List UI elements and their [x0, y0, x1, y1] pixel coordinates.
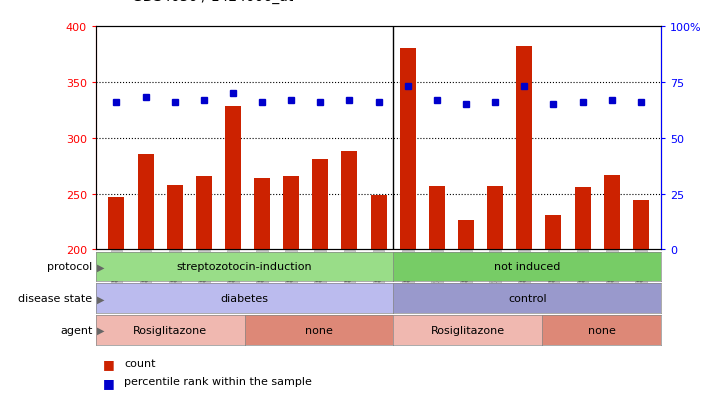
Text: GDS4036 / 1424006_at: GDS4036 / 1424006_at: [132, 0, 293, 4]
Text: count: count: [124, 358, 156, 368]
Text: ▶: ▶: [97, 262, 105, 272]
Bar: [545, 215, 562, 250]
Text: control: control: [508, 294, 547, 304]
Bar: [429, 186, 445, 250]
Text: agent: agent: [60, 325, 92, 335]
Bar: [400, 49, 416, 250]
Bar: [225, 107, 241, 250]
Bar: [341, 152, 358, 250]
Bar: [108, 197, 124, 250]
Text: Rosiglitazone: Rosiglitazone: [133, 325, 208, 335]
Text: streptozotocin-induction: streptozotocin-induction: [177, 262, 313, 272]
Bar: [254, 178, 270, 250]
Text: protocol: protocol: [47, 262, 92, 272]
Text: none: none: [588, 325, 616, 335]
Bar: [196, 176, 212, 250]
Bar: [633, 201, 649, 250]
Text: ■: ■: [103, 358, 115, 370]
Bar: [458, 221, 474, 250]
Bar: [370, 195, 387, 250]
Text: percentile rank within the sample: percentile rank within the sample: [124, 376, 312, 386]
Text: ■: ■: [103, 376, 115, 389]
Text: ▶: ▶: [97, 325, 105, 335]
Text: diabetes: diabetes: [220, 294, 269, 304]
Text: none: none: [305, 325, 333, 335]
Bar: [137, 155, 154, 250]
Bar: [516, 47, 533, 250]
Bar: [166, 185, 183, 250]
Bar: [574, 188, 591, 250]
Bar: [312, 159, 328, 250]
Bar: [487, 186, 503, 250]
Text: not induced: not induced: [494, 262, 560, 272]
Text: Rosiglitazone: Rosiglitazone: [431, 325, 505, 335]
Text: ▶: ▶: [97, 294, 105, 304]
Bar: [283, 176, 299, 250]
Bar: [604, 175, 620, 250]
Text: disease state: disease state: [18, 294, 92, 304]
